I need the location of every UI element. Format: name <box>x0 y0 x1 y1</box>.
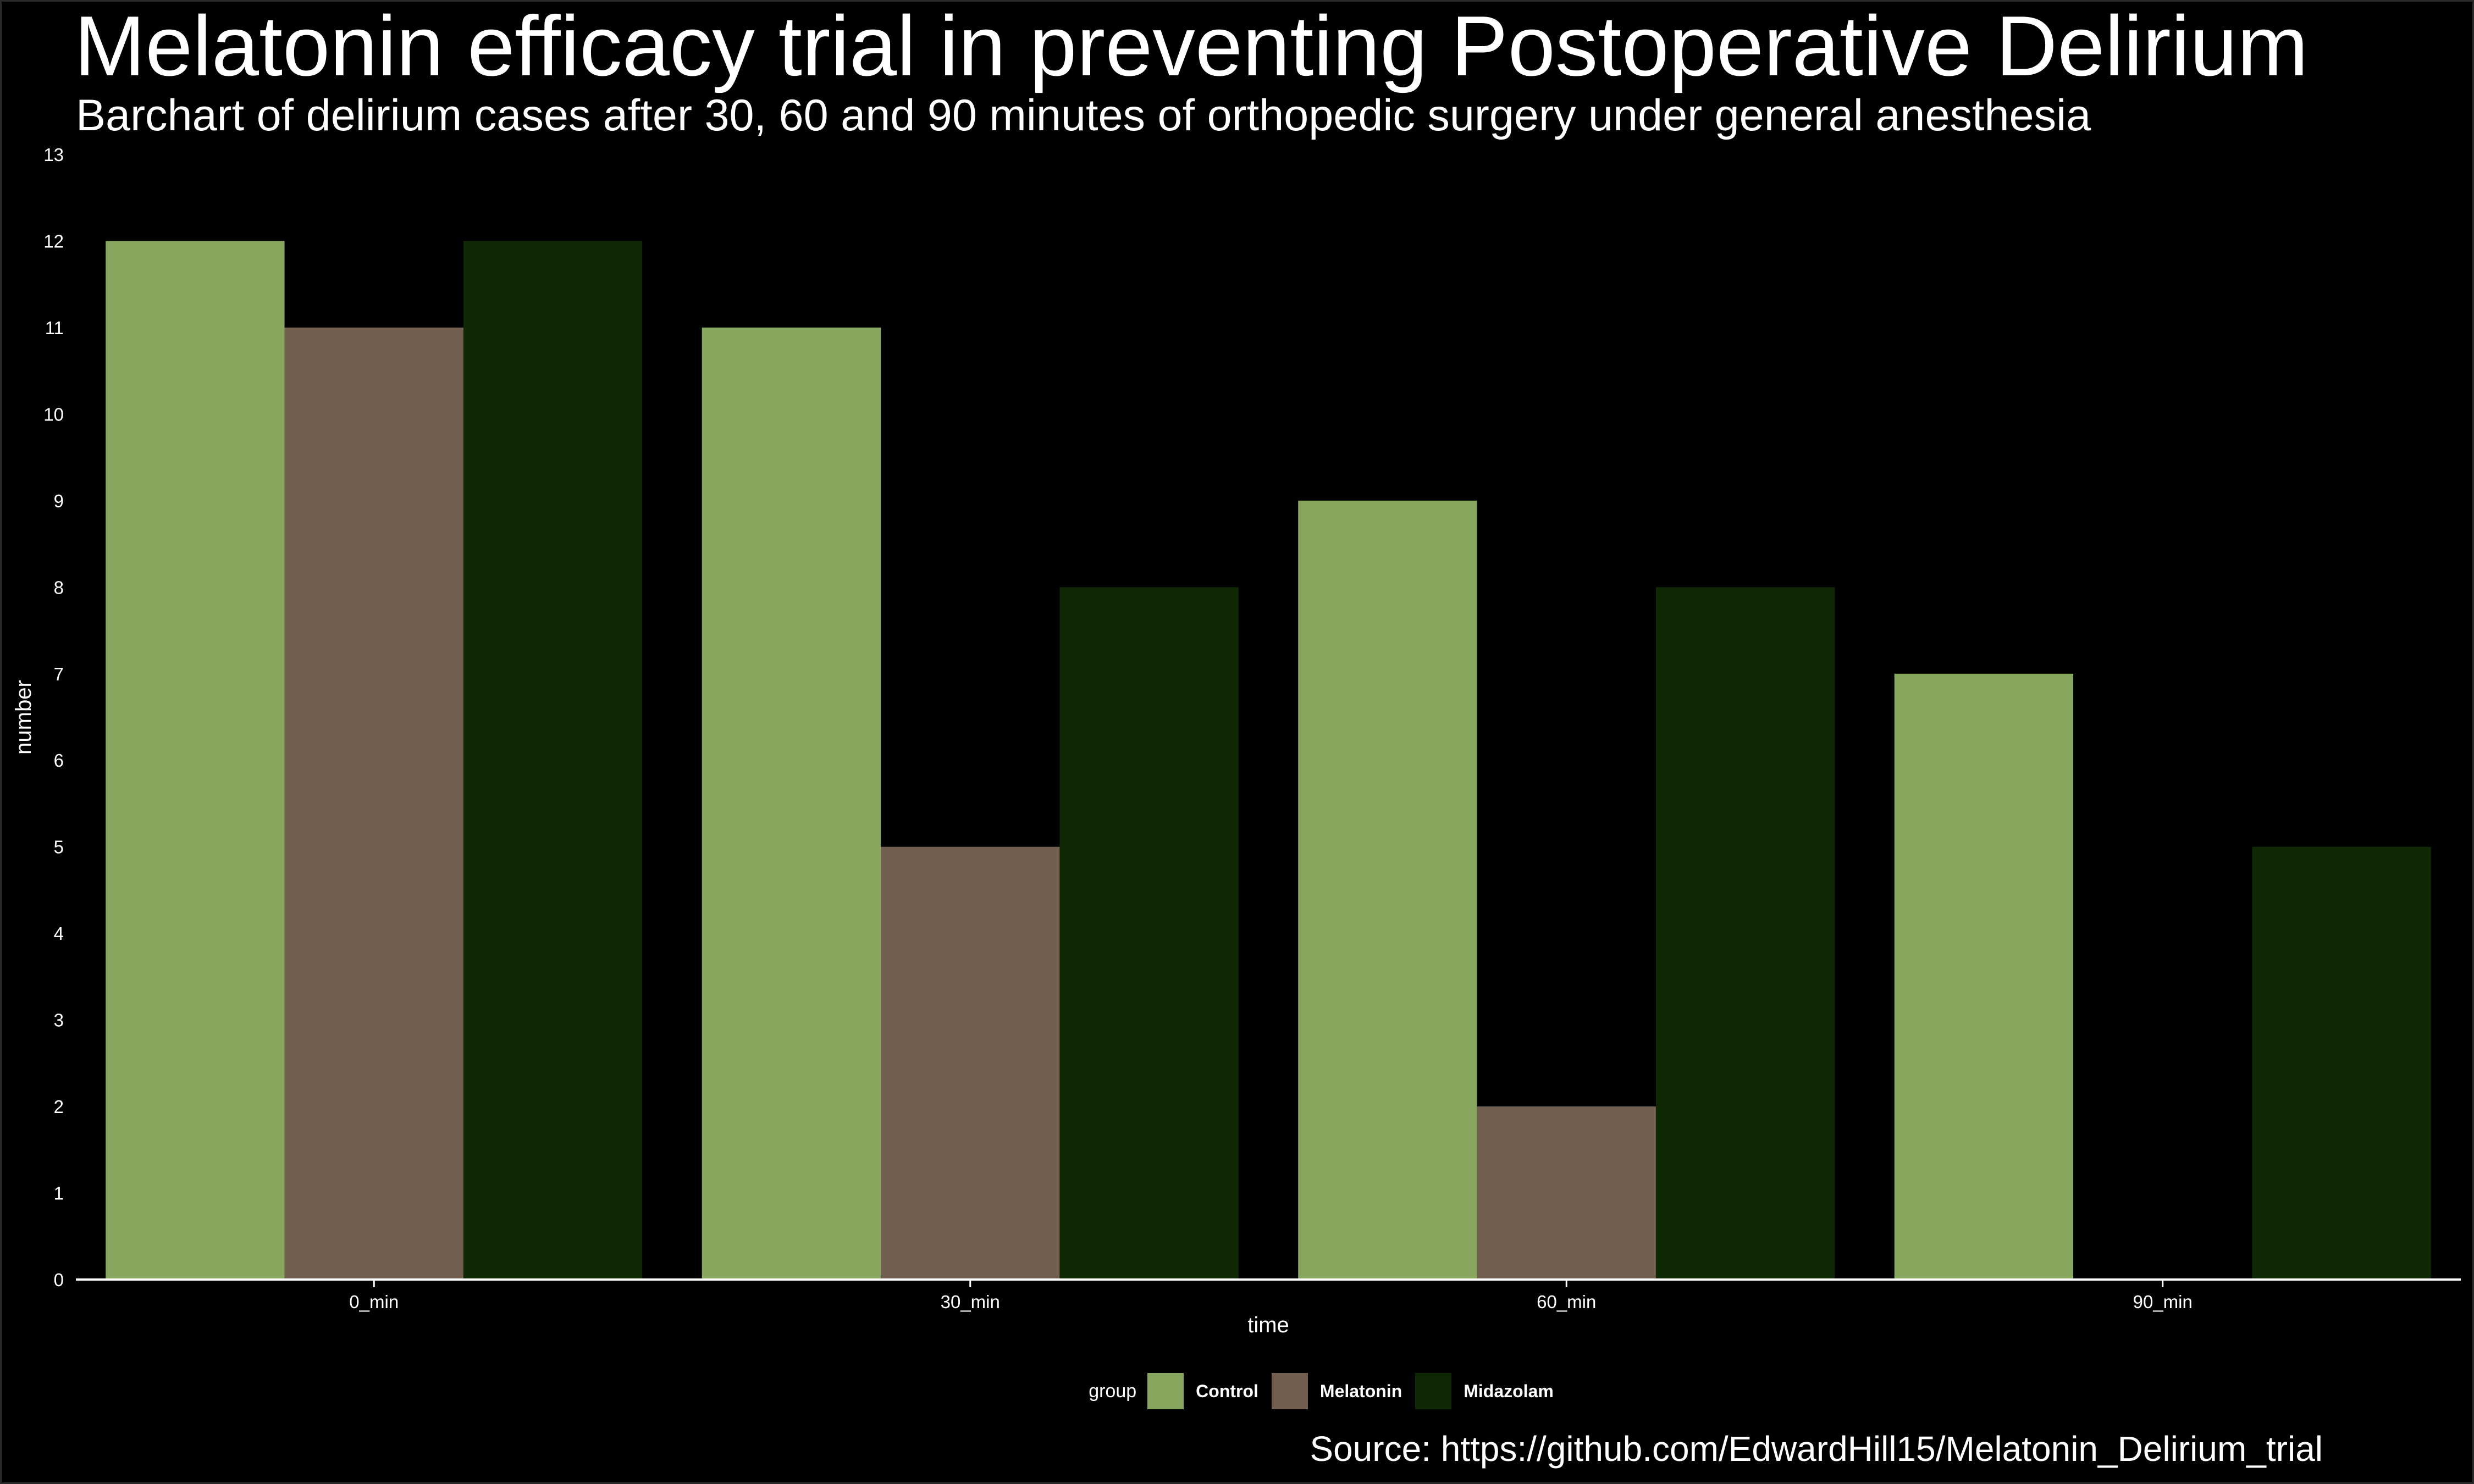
bar-control-0_min <box>106 241 285 1280</box>
legend-title: group <box>1089 1380 1137 1402</box>
y-tick-label: 9 <box>54 491 64 511</box>
bar-melatonin-60_min <box>1477 1106 1656 1280</box>
y-tick-label: 10 <box>43 404 64 424</box>
bar-midazolam-60_min <box>1655 587 1835 1280</box>
bar-melatonin-0_min <box>284 327 463 1280</box>
legend-item-melatonin: Melatonin <box>1271 1373 1402 1409</box>
x-tick-label: 90_min <box>2133 1292 2193 1312</box>
y-tick-label: 2 <box>54 1097 64 1117</box>
x-axis-label: time <box>1247 1313 1289 1337</box>
legend-key-control <box>1147 1373 1184 1409</box>
y-tick-label: 8 <box>54 577 64 597</box>
legend-key-midazolam <box>1415 1373 1452 1409</box>
legend-label-control: Control <box>1196 1381 1258 1401</box>
bar-melatonin-30_min <box>881 846 1060 1280</box>
y-tick-label: 12 <box>43 231 64 251</box>
chart-subtitle: Barchart of delirium cases after 30, 60 … <box>76 91 2091 140</box>
y-tick-label: 4 <box>54 923 64 944</box>
bar-control-30_min <box>702 327 881 1280</box>
y-tick-label: 6 <box>54 750 64 771</box>
legend-item-control: Control <box>1147 1373 1258 1409</box>
y-axis-label: number <box>12 680 36 755</box>
legend-key-melatonin <box>1271 1373 1308 1409</box>
bar-midazolam-0_min <box>463 241 643 1280</box>
y-tick-label: 7 <box>54 664 64 684</box>
bar-midazolam-30_min <box>1059 587 1239 1280</box>
y-tick-label: 13 <box>43 145 64 165</box>
legend-label-melatonin: Melatonin <box>1319 1381 1402 1401</box>
x-tick-label: 0_min <box>349 1292 399 1312</box>
y-tick-label: 5 <box>54 837 64 857</box>
y-tick-label: 1 <box>54 1183 64 1204</box>
bar-control-60_min <box>1298 500 1477 1280</box>
y-tick-label: 11 <box>45 318 64 338</box>
chart-title: Melatonin efficacy trial in preventing P… <box>74 0 2309 93</box>
y-tick-label: 3 <box>54 1010 64 1031</box>
bar-control-90_min <box>1894 673 2074 1280</box>
bars <box>106 241 2431 1280</box>
legend: group Control Melatonin Midazolam <box>0 1373 2474 1409</box>
x-tick-label: 60_min <box>1537 1292 1596 1312</box>
y-tick-label: 0 <box>54 1270 64 1290</box>
source-caption: Source: https://github.com/EdwardHill15/… <box>1310 1429 2323 1469</box>
bar-midazolam-90_min <box>2252 846 2431 1280</box>
legend-label-midazolam: Midazolam <box>1464 1381 1554 1401</box>
legend-item-midazolam: Midazolam <box>1415 1373 1554 1409</box>
x-axis-ticks: 0_min 30_min 60_min 90_min <box>349 1280 2193 1312</box>
x-tick-label: 30_min <box>941 1292 1000 1312</box>
